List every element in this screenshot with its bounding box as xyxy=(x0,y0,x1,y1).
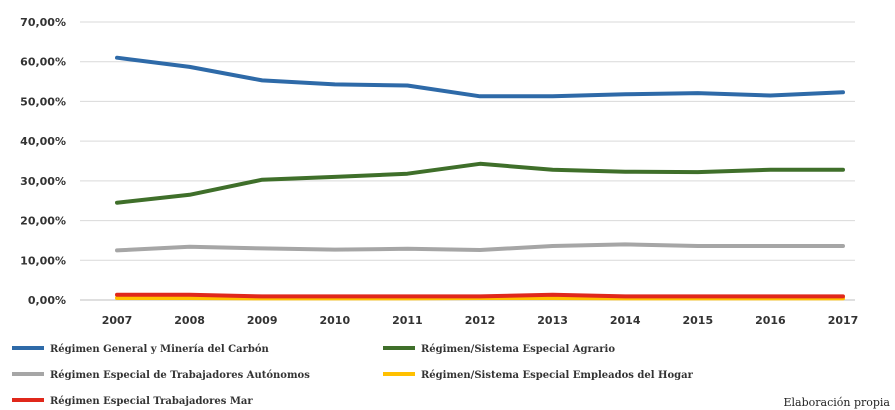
legend-label: Régimen General y Minería del Carbón xyxy=(50,344,270,355)
y-tick-label: 60,00% xyxy=(20,56,66,69)
legend-label: Régimen Especial Trabajadores Mar xyxy=(50,396,253,407)
gridlines xyxy=(80,21,855,261)
y-axis-tick-labels: 0,00% 10,00% 20,00% 30,00% 40,00% 50,00% 60,00… xyxy=(20,16,66,307)
series-line xyxy=(115,161,845,205)
y-tick-label: 30,00% xyxy=(20,175,66,188)
y-tick-label: 10,00% xyxy=(20,254,66,267)
series-line xyxy=(115,292,845,299)
y-tick-label: 20,00% xyxy=(20,215,66,228)
x-tick-label: 2013 xyxy=(537,314,568,327)
legend-label: Régimen/Sistema Especial Empleados del H… xyxy=(421,370,694,381)
y-tick-label: 0,00% xyxy=(28,294,66,307)
x-tick-label: 2015 xyxy=(682,314,713,327)
series-lines xyxy=(115,55,845,301)
y-tick-label: 50,00% xyxy=(20,95,66,108)
x-tick-label: 2010 xyxy=(319,314,350,327)
x-tick-label: 2008 xyxy=(174,314,205,327)
y-tick-label: 40,00% xyxy=(20,135,66,148)
legend-label: Régimen Especial de Trabajadores Autónom… xyxy=(50,370,310,381)
x-tick-label: 2017 xyxy=(828,314,859,327)
x-axis-tick-labels: 2007 2008 2009 2010 2011 2012 2013 2014 2015 2016… xyxy=(102,314,859,327)
x-tick-label: 2016 xyxy=(755,314,786,327)
x-tick-label: 2014 xyxy=(610,314,641,327)
x-tick-label: 2009 xyxy=(247,314,278,327)
x-tick-label: 2012 xyxy=(465,314,496,327)
y-tick-label: 70,00% xyxy=(20,16,66,29)
x-tick-label: 2007 xyxy=(102,314,133,327)
legend-label: Régimen/Sistema Especial Agrario xyxy=(421,344,615,355)
legend: Régimen General y Minería del Carbón Régi… xyxy=(12,344,694,407)
series-line xyxy=(115,242,845,253)
source-note: Elaboración propia xyxy=(783,396,890,409)
series-line xyxy=(115,55,845,99)
x-tick-label: 2011 xyxy=(392,314,423,327)
